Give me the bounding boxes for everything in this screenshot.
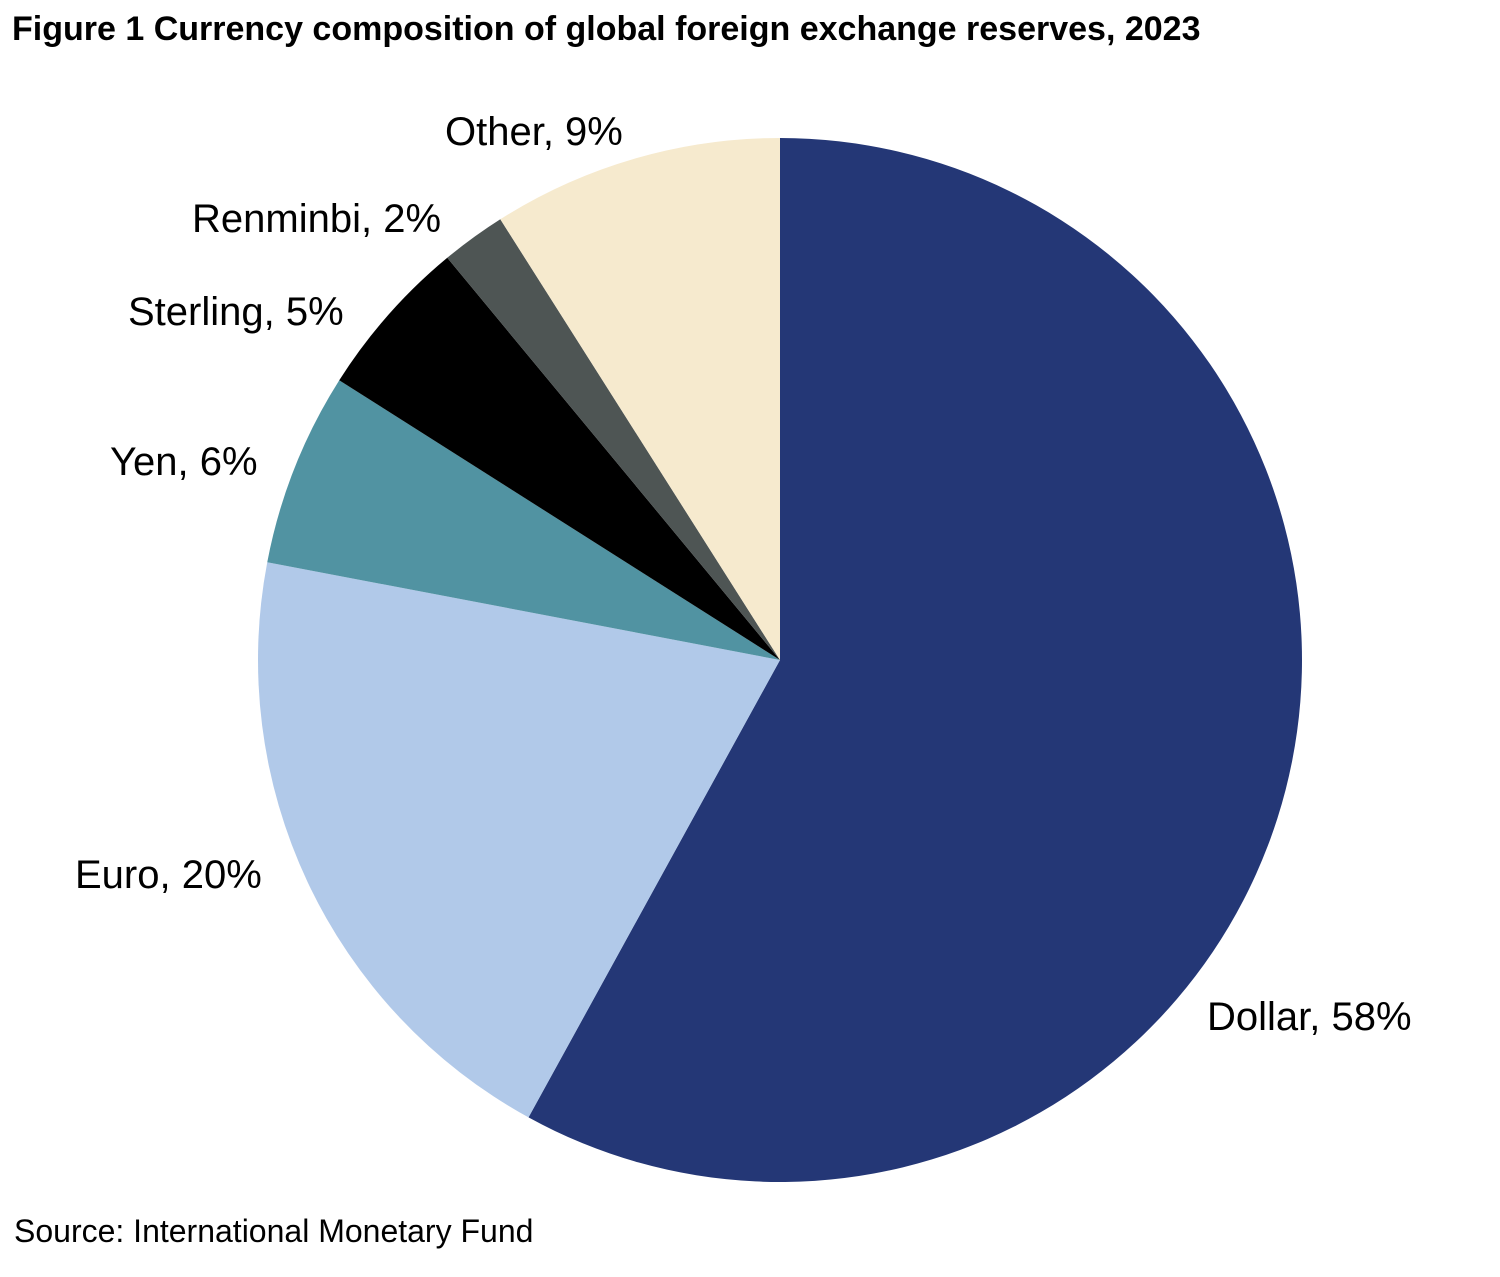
pie-slices xyxy=(258,138,1302,1182)
slice-label-dollar: Dollar, 58% xyxy=(1207,995,1412,1039)
slice-label-other: Other, 9% xyxy=(445,110,623,154)
chart-source: Source: International Monetary Fund xyxy=(14,1213,534,1249)
pie-slice-other xyxy=(500,138,780,660)
pie-slice-yen xyxy=(267,380,780,660)
pie-slice-renminbi xyxy=(447,219,780,660)
chart-title: Figure 1 Currency composition of global … xyxy=(12,10,1201,48)
slice-label-sterling: Sterling, 5% xyxy=(128,290,344,334)
slice-label-euro: Euro, 20% xyxy=(75,853,262,897)
slice-label-renminbi: Renminbi, 2% xyxy=(192,197,441,241)
slice-label-yen: Yen, 6% xyxy=(110,440,258,484)
pie-slice-sterling xyxy=(339,257,780,660)
pie-slice-euro xyxy=(258,562,780,1118)
pie-slice-dollar xyxy=(528,138,1302,1182)
pie-labels: Dollar, 58% Euro, 20% Yen, 6% Sterling, 5% R… xyxy=(75,110,1412,1039)
